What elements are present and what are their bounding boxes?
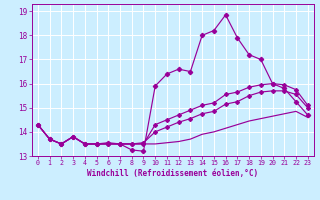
X-axis label: Windchill (Refroidissement éolien,°C): Windchill (Refroidissement éolien,°C)	[87, 169, 258, 178]
